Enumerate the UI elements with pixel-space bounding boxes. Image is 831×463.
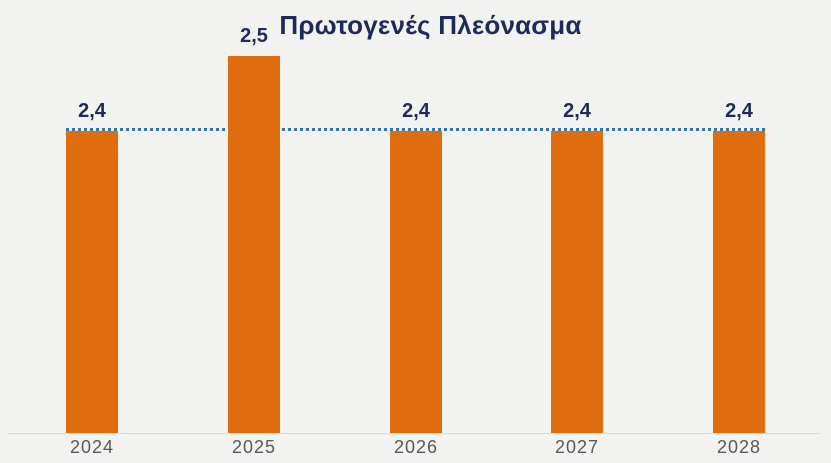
reference-dotted-line	[66, 128, 765, 131]
x-axis-label-2025: 2025	[231, 437, 277, 457]
value-label-2026: 2,4	[402, 100, 430, 122]
x-axis-line	[8, 433, 820, 434]
bar-2024	[66, 131, 118, 433]
x-axis-label-2024: 2024	[69, 437, 115, 457]
x-axis-label-2026: 2026	[393, 437, 439, 457]
value-label-2024: 2,4	[78, 100, 106, 122]
value-label-2027: 2,4	[563, 100, 591, 122]
chart-title: Πρωτογενές Πλεόνασμα	[279, 10, 582, 40]
value-label-2028: 2,4	[725, 100, 753, 122]
value-label-2025: 2,5	[240, 25, 268, 47]
bar-2028	[713, 131, 765, 433]
bar-2025	[228, 56, 280, 433]
bar-2026	[390, 131, 442, 433]
x-axis-label-2028: 2028	[716, 437, 762, 457]
x-axis-label-2027: 2027	[554, 437, 600, 457]
bar-2027	[551, 131, 603, 433]
